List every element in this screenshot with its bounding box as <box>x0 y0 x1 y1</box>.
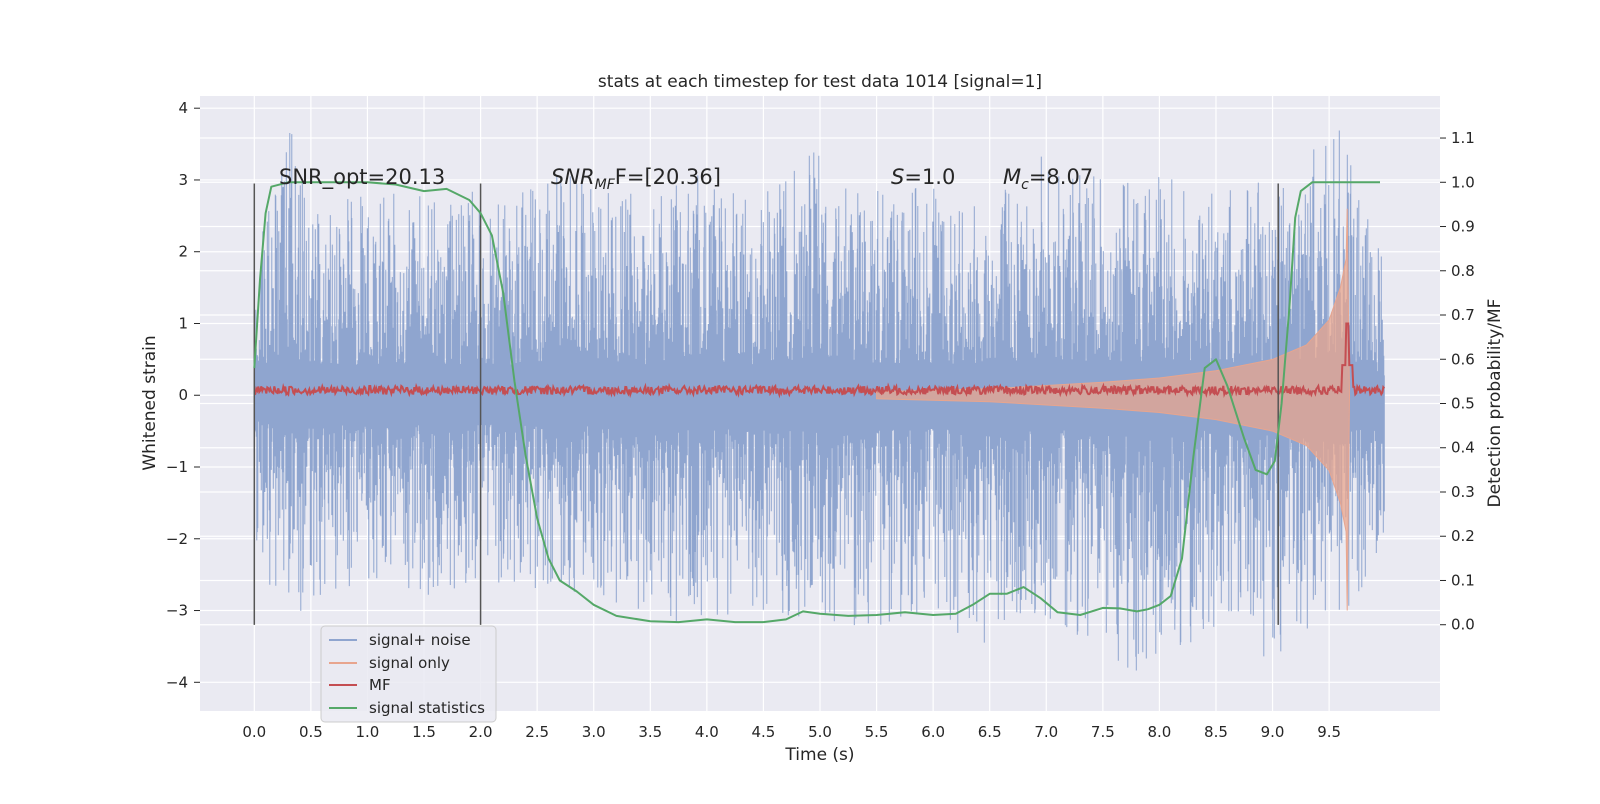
annotation-s-rest: =1.0 <box>904 165 955 189</box>
x-tick-label: 0.0 <box>242 723 266 741</box>
y-tick-label: 2 <box>178 243 188 261</box>
vertical-markers <box>253 183 1279 625</box>
y-tick-label: 0 <box>178 386 188 404</box>
x-tick-label: 8.0 <box>1147 723 1171 741</box>
y-right-tick-label: 0.4 <box>1451 439 1475 457</box>
annotation-snr-mf-rest: F=[20.36] <box>615 165 721 189</box>
y-tick-label: −1 <box>166 458 188 476</box>
x-tick-label: 9.0 <box>1261 723 1285 741</box>
annotation-snr-mf: SNRMFF=[20.36] <box>551 165 721 193</box>
mf-trace <box>253 322 1386 399</box>
y-right-tick-label: 0.1 <box>1451 571 1475 589</box>
x-tick-label: 5.0 <box>808 723 832 741</box>
y-right-tick-label: 0.3 <box>1451 483 1475 501</box>
x-tick-label: 7.5 <box>1091 723 1115 741</box>
y-tick-label: −4 <box>166 673 188 691</box>
annotation-snr-mf-sub: MF <box>595 177 616 193</box>
x-tick-label: 4.5 <box>752 723 776 741</box>
annotation-s: S=1.0 <box>891 165 955 189</box>
legend-label-signal-noise: signal+ noise <box>369 631 471 649</box>
tick-labels: 0.0 0.5 1.0 1.5 2.0 2.5 3.0 3.5 4.0 4.5 5.0 5.5 6.0 6… <box>166 99 1475 741</box>
y-right-tick-label: 0.7 <box>1451 306 1475 324</box>
y-right-tick-label: 1.0 <box>1451 173 1475 191</box>
y-right-tick-label: 0.5 <box>1451 395 1475 413</box>
y-right-tick-label: 0.0 <box>1451 616 1475 634</box>
x-tick-label: 3.5 <box>638 723 662 741</box>
y-right-tick-label: 0.8 <box>1451 262 1475 280</box>
y-axis-title: Whitened strain <box>140 335 160 470</box>
y-axis-title-right: Detection probability/MF <box>1485 299 1505 508</box>
y-tick-label: 3 <box>178 171 188 189</box>
x-tick-label: 4.0 <box>695 723 719 741</box>
y-right-tick-label: 0.9 <box>1451 218 1475 236</box>
signal-statistics-trace <box>253 181 1380 624</box>
x-tick-label: 3.0 <box>582 723 606 741</box>
annotation-s-label: S <box>891 165 904 189</box>
series-signal-only <box>876 208 1351 611</box>
legend-label-signal-only: signal only <box>369 654 450 672</box>
legend: signal+ noise signal only MF signal stat… <box>320 625 497 723</box>
annotation-mc-label: M <box>1003 165 1021 189</box>
annotation-snr-mf-label: SNR <box>551 165 595 189</box>
chart-title: stats at each timestep for test data 101… <box>598 72 1042 92</box>
y-tick-label: 4 <box>178 99 188 117</box>
series-mf <box>253 322 1386 399</box>
legend-label-mf: MF <box>369 676 391 694</box>
x-tick-label: 2.5 <box>525 723 549 741</box>
x-axis-title: Time (s) <box>784 745 854 765</box>
annotation-mc-sub: c <box>1021 177 1029 193</box>
signal-only-trace <box>876 208 1351 611</box>
annotation-mc: Mc=8.07 <box>1003 165 1093 193</box>
legend-box <box>320 625 497 723</box>
x-tick-label: 1.5 <box>412 723 436 741</box>
legend-label-signal-statistics: signal statistics <box>369 699 485 717</box>
y-tick-label: 1 <box>178 314 188 332</box>
y-tick-label: −2 <box>166 530 188 548</box>
annotation-mc-rest: =8.07 <box>1029 165 1093 189</box>
series-signal-statistics <box>253 181 1380 624</box>
y-tick-label: −3 <box>166 602 188 620</box>
y-right-tick-label: 0.2 <box>1451 527 1475 545</box>
x-tick-label: 2.0 <box>469 723 493 741</box>
y-right-tick-label: 1.1 <box>1451 129 1475 147</box>
y-right-tick-label: 0.6 <box>1451 350 1475 368</box>
x-tick-label: 6.0 <box>921 723 945 741</box>
x-tick-label: 8.5 <box>1204 723 1228 741</box>
x-tick-label: 5.5 <box>865 723 889 741</box>
annotation-snr-opt: SNR_opt=20.13 <box>279 165 445 190</box>
x-tick-label: 6.5 <box>978 723 1002 741</box>
x-tick-label: 1.0 <box>356 723 380 741</box>
x-tick-label: 9.5 <box>1317 723 1341 741</box>
x-tick-label: 7.0 <box>1034 723 1058 741</box>
x-tick-label: 0.5 <box>299 723 323 741</box>
